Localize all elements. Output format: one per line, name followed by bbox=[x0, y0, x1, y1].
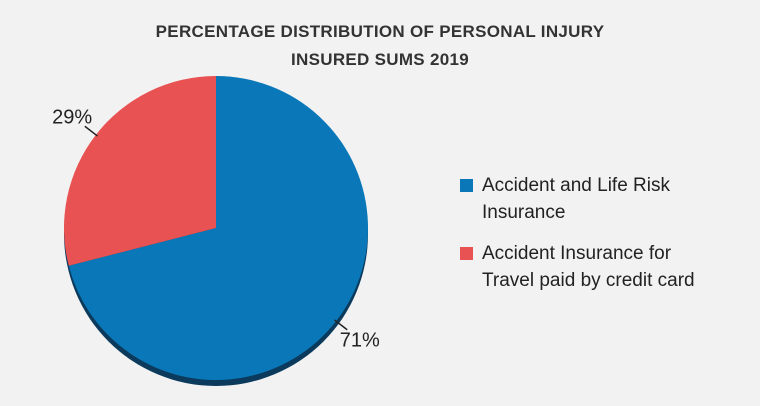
legend-swatch-accident-life-risk bbox=[460, 179, 473, 192]
leader-line-accident-life-risk bbox=[334, 319, 348, 331]
slice-accident-life-risk bbox=[68, 76, 368, 380]
legend-label-line-1: Accident Insurance for bbox=[482, 243, 672, 264]
legend-label-line-1: Accident and Life Risk bbox=[482, 175, 670, 196]
slice-label-accident-travel: 29% bbox=[52, 106, 92, 128]
pie-leader-lines bbox=[84, 125, 348, 331]
leader-line-accident-travel bbox=[84, 125, 98, 137]
slice-accident-travel bbox=[63, 76, 216, 266]
chart-title-line-2: INSURED SUMS 2019 bbox=[291, 50, 469, 69]
legend-item-accident-life-risk: Accident and Life Risk Insurance bbox=[460, 172, 750, 226]
legend-label-line-2: Insurance bbox=[482, 202, 566, 223]
legend-label-line-2: Travel paid by credit card bbox=[482, 270, 695, 291]
legend-swatch-accident-travel bbox=[460, 247, 473, 260]
slice-label-accident-life-risk: 71% bbox=[340, 330, 380, 352]
chart-title-line-1: PERCENTAGE DISTRIBUTION OF PERSONAL INJU… bbox=[155, 22, 605, 41]
pie-slices bbox=[63, 76, 368, 380]
legend-item-accident-travel: Accident Insurance for Travel paid by cr… bbox=[460, 240, 750, 294]
chart-title: PERCENTAGE DISTRIBUTION OF PERSONAL INJU… bbox=[0, 18, 760, 74]
legend: Accident and Life Risk Insurance Acciden… bbox=[460, 172, 750, 308]
